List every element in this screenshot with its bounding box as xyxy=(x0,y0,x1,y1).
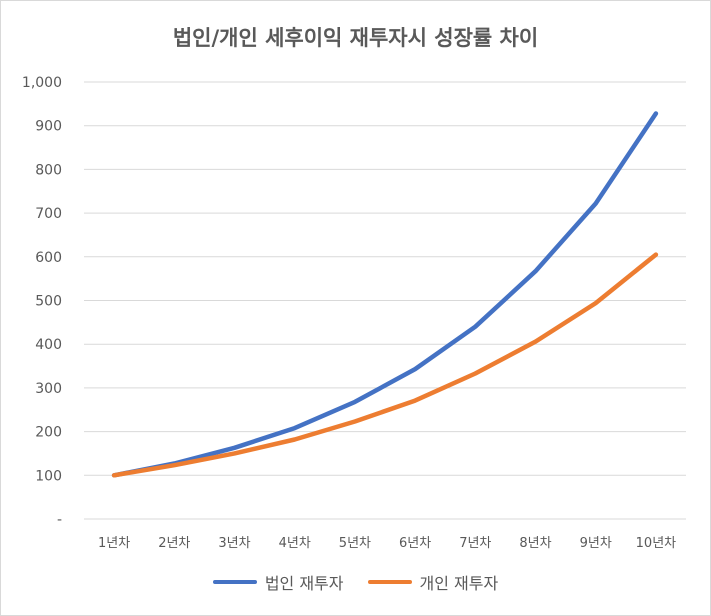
legend-item-corporate: 법인 재투자 xyxy=(212,570,344,594)
y-tick-label: 100 xyxy=(35,468,62,484)
legend-swatch-corporate xyxy=(212,580,257,584)
y-tick-label: 1,000 xyxy=(22,75,62,91)
y-tick-label: 400 xyxy=(35,337,62,353)
y-tick-label: 500 xyxy=(35,294,62,310)
legend-item-individual: 개인 재투자 xyxy=(367,570,499,594)
legend-label-corporate: 법인 재투자 xyxy=(264,574,344,593)
y-tick-label: - xyxy=(57,512,62,528)
chart-title: 법인/개인 세후이익 재투자시 성장률 차이 xyxy=(172,26,539,50)
y-tick-label: 600 xyxy=(35,250,62,266)
y-tick-label: 800 xyxy=(35,162,62,178)
y-tick-label: 300 xyxy=(35,381,62,397)
x-tick-label: 1년차 xyxy=(98,536,130,551)
x-tick-label: 3년차 xyxy=(218,536,250,551)
x-tick-label: 8년차 xyxy=(519,536,551,551)
x-tick-label: 10년차 xyxy=(636,536,677,551)
legend-swatch-individual xyxy=(367,580,412,584)
x-tick-label: 9년차 xyxy=(580,536,612,551)
series-line-individual xyxy=(111,252,659,478)
y-tick-label: 200 xyxy=(35,425,62,441)
legend: 법인 재투자 개인 재투자 xyxy=(0,570,711,594)
x-tick-label: 4년차 xyxy=(279,536,311,551)
x-tick-label: 5년차 xyxy=(339,536,371,551)
x-tick-label: 2년차 xyxy=(158,536,190,551)
y-tick-label: 700 xyxy=(35,206,62,222)
series-line-corporate xyxy=(111,111,659,478)
legend-label-individual: 개인 재투자 xyxy=(419,574,499,593)
y-tick-label: 900 xyxy=(35,119,62,135)
x-tick-label: 7년차 xyxy=(459,536,491,551)
x-tick-label: 6년차 xyxy=(399,536,431,551)
